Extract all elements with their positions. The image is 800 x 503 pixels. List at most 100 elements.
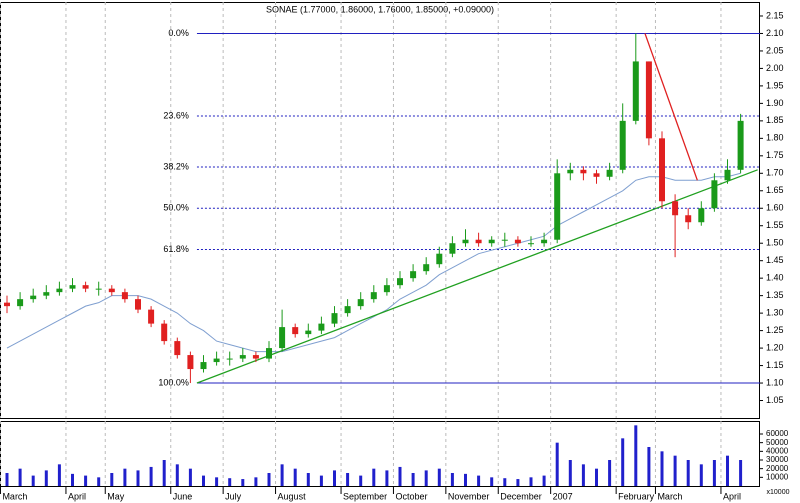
- fib-label: 38.2%: [163, 161, 189, 171]
- volume-bar: [660, 451, 664, 486]
- y-tick-label: 2.15: [766, 10, 784, 20]
- candle-body: [69, 285, 76, 289]
- candle-body: [30, 295, 37, 300]
- candle-body: [619, 120, 626, 170]
- volume-tick-label: 60000: [766, 429, 789, 438]
- volume-bar: [542, 475, 546, 486]
- volume-bar: [162, 460, 166, 486]
- volume-bar: [398, 466, 402, 486]
- volume-tick-label: 50000: [766, 438, 789, 447]
- candle-body: [161, 323, 168, 342]
- volume-bar: [568, 460, 572, 486]
- x-tick-label: December: [500, 491, 542, 501]
- volume-bar: [280, 464, 284, 486]
- volume-bar: [71, 473, 74, 486]
- volume-bar: [608, 460, 612, 486]
- volume-bar: [110, 473, 114, 486]
- volume-bar: [319, 475, 323, 486]
- candle-body: [148, 309, 155, 324]
- candle-body: [17, 299, 24, 307]
- candle-body: [423, 264, 430, 272]
- candle-body: [397, 278, 403, 286]
- candle-body: [606, 169, 613, 177]
- volume-bar: [359, 475, 363, 486]
- candle-body: [528, 243, 534, 245]
- volume-bar: [293, 468, 297, 486]
- volume-bar: [57, 464, 61, 486]
- candle-body: [711, 180, 718, 209]
- volume-bar: [595, 468, 598, 486]
- volume-bar: [739, 460, 743, 486]
- x-tick-label: November: [448, 491, 490, 501]
- x-tick-label: August: [278, 491, 307, 501]
- trendline: [196, 169, 758, 384]
- candle-body: [645, 61, 652, 139]
- volume-bar: [581, 464, 585, 486]
- candle-body: [514, 239, 521, 244]
- candle-body: [344, 306, 351, 314]
- x-tick-label: April: [723, 491, 741, 501]
- candle-body: [383, 285, 390, 293]
- candle-body: [462, 239, 469, 244]
- volume-bar: [385, 470, 389, 486]
- candle-body: [239, 355, 246, 359]
- candle-body: [475, 239, 482, 244]
- volume-bar: [346, 473, 350, 486]
- y-tick-label: 2.05: [766, 45, 784, 55]
- candle-body: [213, 358, 220, 363]
- volume-bar: [529, 477, 533, 486]
- candle-body: [331, 313, 338, 324]
- volume-bar: [647, 447, 651, 486]
- y-tick-label: 1.35: [766, 290, 784, 300]
- candle-body: [698, 208, 705, 223]
- volume-bar: [673, 455, 677, 486]
- volume-bar: [437, 468, 441, 486]
- volume-bar: [621, 438, 625, 486]
- volume-bar: [411, 473, 415, 486]
- candle-body: [56, 288, 63, 293]
- candle-body: [95, 288, 102, 290]
- volume-bar: [333, 470, 336, 486]
- x-tick-label: May: [107, 491, 125, 501]
- candle-body: [108, 288, 115, 293]
- volume-bar: [424, 470, 428, 486]
- candle-body: [488, 239, 495, 244]
- candle-body: [370, 292, 377, 300]
- volume-bar: [726, 455, 729, 486]
- volume-panel: [0, 421, 760, 487]
- x-tick-label: February: [618, 491, 655, 501]
- volume-tick-label: 20000: [766, 464, 789, 473]
- candle-body: [187, 355, 194, 370]
- candle-body: [737, 120, 744, 170]
- volume-bar: [372, 468, 376, 486]
- y-tick-label: 1.90: [766, 98, 784, 108]
- volume-bar: [555, 442, 559, 486]
- x-tick-label: April: [68, 491, 86, 501]
- volume-bar: [123, 468, 127, 486]
- candle-body: [305, 330, 312, 335]
- y-tick-label: 1.25: [766, 325, 784, 335]
- candle-body: [121, 292, 128, 300]
- volume-bar: [149, 466, 153, 486]
- moving-average: [6, 172, 741, 353]
- volume-bar: [450, 473, 454, 486]
- y-tick-label: 1.15: [766, 360, 784, 370]
- candle-body: [174, 341, 181, 356]
- volume-bar: [516, 479, 520, 486]
- y-tick-label: 1.85: [766, 115, 784, 125]
- y-tick-label: 1.65: [766, 185, 784, 195]
- candle-body: [724, 169, 731, 181]
- volume-bar: [306, 473, 310, 486]
- volume-bar: [202, 475, 205, 486]
- volume-bar: [254, 477, 258, 486]
- candle-body: [226, 358, 233, 360]
- candle-body: [357, 299, 364, 307]
- fib-label: 50.0%: [163, 203, 189, 213]
- y-tick-label: 1.40: [766, 273, 784, 283]
- x-tick-label: September: [343, 491, 387, 501]
- candle-body: [567, 169, 574, 174]
- y-tick-label: 1.70: [766, 168, 784, 178]
- x-tick-label: 2007: [553, 491, 573, 501]
